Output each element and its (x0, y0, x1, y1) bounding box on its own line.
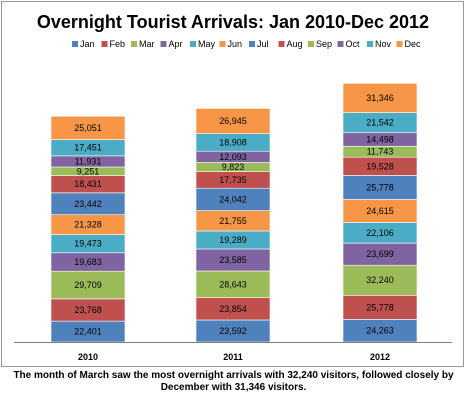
data-label-2011-sep: 9,823 (222, 162, 245, 172)
legend-label-may: May (198, 39, 216, 49)
data-label-2010-jun: 21,328 (74, 220, 102, 230)
data-label-2011-may: 19,289 (219, 235, 247, 245)
legend-swatch-jul (249, 41, 255, 47)
data-label-2010-dec: 25,051 (74, 123, 102, 133)
legend-swatch-may (190, 41, 196, 47)
data-label-2010-feb: 23,768 (74, 305, 102, 315)
bar-2012-mar (342, 264, 418, 296)
data-label-2011-apr: 23,585 (219, 255, 247, 265)
data-label-2010-apr: 19,683 (74, 257, 102, 267)
bar-2010-dec (50, 115, 126, 140)
chart-legend: Jan Feb Mar Apr May Jun Jul Aug Sep Oct Nov Dec (72, 39, 421, 49)
bar-stacks: 22,401 23,768 29,709 19,683 19,473 21,328 23,4… (50, 83, 418, 343)
legend-label-feb: Feb (110, 39, 126, 49)
legend-swatch-oct (337, 41, 344, 47)
data-label-2011-feb: 23,854 (219, 304, 247, 314)
legend-label-dec: Dec (405, 39, 422, 49)
legend-swatch-dec (396, 41, 403, 47)
caption-line-1: The month of March saw the most overnigh… (13, 370, 454, 381)
data-label-2011-nov: 18,908 (219, 137, 247, 147)
bar-2011-dec (195, 108, 271, 134)
data-label-2011-aug: 17,735 (219, 175, 247, 185)
chart-caption: The month of March saw the most overnigh… (0, 370, 467, 394)
bar-2011-mar (195, 270, 271, 299)
data-label-2010-oct: 11,931 (75, 156, 102, 166)
data-label-2010-sep: 9,251 (77, 166, 100, 176)
legend-swatch-mar (131, 41, 137, 47)
data-label-2012-may: 22,106 (366, 228, 394, 238)
legend-label-oct: Oct (346, 39, 361, 49)
data-label-2012-oct: 14,498 (366, 134, 394, 144)
legend-label-apr: Apr (169, 39, 183, 49)
legend-swatch-aug (278, 41, 285, 47)
data-label-2012-dec: 31,346 (366, 93, 394, 103)
stacked-bar-chart: Overnight Tourist Arrivals: Jan 2010-Dec… (14, 12, 452, 362)
data-label-2010-nov: 17,451 (74, 143, 102, 153)
x-tick-label-2010: 2010 (78, 352, 98, 362)
chart-title: Overnight Tourist Arrivals: Jan 2010-Dec… (37, 12, 429, 32)
legend-label-aug: Aug (287, 39, 303, 49)
legend-swatch-apr (160, 41, 167, 47)
data-label-2010-jul: 23,442 (74, 199, 102, 209)
legend-swatch-jun (219, 41, 226, 47)
data-label-2010-mar: 29,709 (74, 280, 102, 290)
legend-label-sep: Sep (316, 39, 332, 49)
legend-label-nov: Nov (375, 39, 392, 49)
data-label-2011-oct: 12,093 (219, 152, 247, 162)
bar-2010-mar (50, 270, 126, 300)
x-tick-label-2012: 2012 (370, 352, 390, 362)
data-label-2012-jun: 24,615 (366, 206, 394, 216)
legend-swatch-jan (72, 41, 78, 47)
legend-swatch-sep (308, 41, 314, 47)
x-axis: 2010 2011 2012 (14, 342, 452, 362)
data-label-2011-dec: 26,945 (219, 116, 247, 126)
bar-2012-jul (342, 175, 418, 200)
legend-swatch-nov (367, 41, 373, 47)
data-label-2010-may: 19,473 (74, 239, 102, 249)
data-label-2011-jul: 24,042 (219, 194, 247, 204)
legend-label-jun: Jun (228, 39, 243, 49)
data-label-2012-jul: 25,778 (366, 182, 394, 192)
data-label-2011-jun: 21,755 (219, 216, 247, 226)
data-label-2012-mar: 32,240 (366, 275, 394, 285)
legend-label-jan: Jan (80, 39, 95, 49)
bar-2012-feb (342, 294, 418, 320)
data-label-2012-aug: 19,528 (366, 161, 394, 171)
data-label-2012-apr: 23,699 (366, 249, 394, 259)
data-label-2012-nov: 21,542 (366, 118, 394, 128)
legend-label-mar: Mar (139, 39, 155, 49)
legend-swatch-feb (101, 41, 108, 47)
bar-2012-dec (342, 83, 418, 113)
data-label-2012-sep: 11,743 (367, 147, 394, 157)
data-label-2012-feb: 25,778 (366, 302, 394, 312)
data-label-2010-jan: 22,401 (74, 327, 102, 337)
legend-label-jul: Jul (257, 39, 269, 49)
x-tick-label-2011: 2011 (223, 352, 243, 362)
data-label-2010-aug: 18,431 (74, 179, 102, 189)
data-label-2011-jan: 23,592 (219, 326, 247, 336)
data-label-2011-mar: 28,643 (219, 279, 247, 289)
caption-line-2: December with 31,346 visitors. (160, 382, 307, 393)
data-label-2012-jan: 24,263 (366, 326, 394, 336)
